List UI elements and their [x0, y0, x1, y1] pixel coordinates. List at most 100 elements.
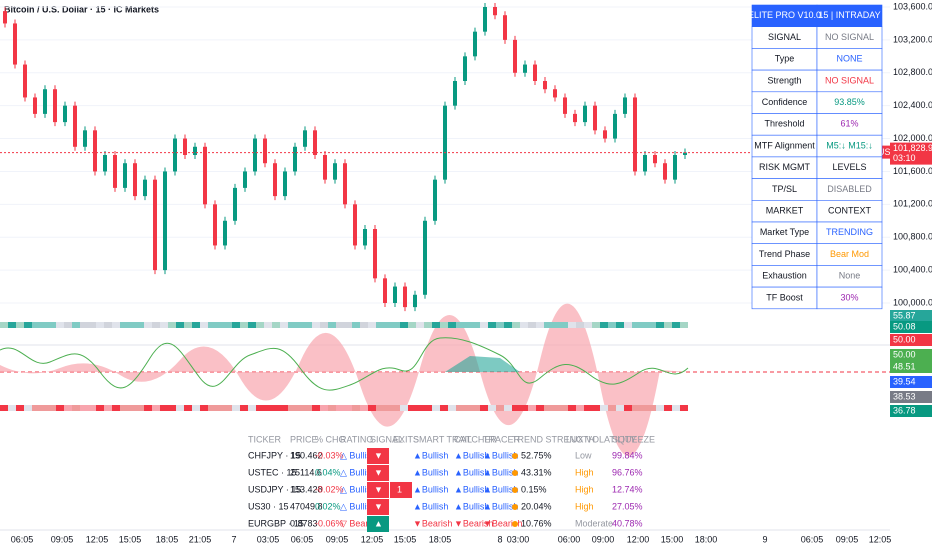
- screener-cell: 0.02%: [315, 501, 341, 511]
- strip-cell: [440, 405, 448, 411]
- table-label: Trend Phase: [759, 249, 810, 259]
- screener-cell: △ Bullish: [340, 450, 376, 460]
- time-label: 09:05: [51, 534, 74, 544]
- price-label: 102,800.00: [893, 67, 932, 77]
- strip-cell: [72, 322, 80, 328]
- strip-cell: [440, 322, 448, 328]
- strip-cell: [528, 322, 536, 328]
- candle: [183, 138, 187, 155]
- table-label: Strength: [767, 75, 801, 85]
- table-label: ELITE PRO V10.0: [748, 10, 821, 20]
- screener-cell: 52.75%: [521, 450, 552, 460]
- candle: [223, 220, 227, 246]
- candle: [573, 113, 577, 123]
- table-value: None: [839, 271, 861, 281]
- strip-cell: [552, 405, 560, 411]
- time-label: 06:00: [558, 534, 581, 544]
- strip-cell: [128, 322, 136, 328]
- strip-cell: [24, 405, 32, 411]
- screener-header: PRICE: [290, 434, 318, 444]
- strip-cell: [88, 322, 96, 328]
- time-label: 09:05: [326, 534, 349, 544]
- price-label: 103,600.00: [893, 1, 932, 11]
- strip-cell: [376, 322, 384, 328]
- strip-cell: [0, 322, 8, 328]
- strip-cell: [224, 322, 232, 328]
- candle: [333, 163, 337, 180]
- time-label: 12:05: [361, 534, 384, 544]
- strip-cell: [360, 405, 368, 411]
- candle: [593, 105, 597, 131]
- strip-cell: [608, 405, 616, 411]
- candle: [383, 278, 387, 303]
- screener-header: EXITS: [393, 434, 419, 444]
- strip-cell: [336, 322, 344, 328]
- strip-cell: [488, 405, 496, 411]
- screener-cell: ▲Bullish: [454, 467, 489, 477]
- screener-cell: USTEC · 15: [248, 467, 297, 477]
- screener-cell: 96.76%: [612, 467, 643, 477]
- screener-cell: 10.76%: [521, 518, 552, 528]
- table-label: TP/SL: [772, 184, 797, 194]
- table-value: CONTEXT: [828, 206, 872, 216]
- strip-cell: [40, 405, 48, 411]
- time-label: 06:05: [801, 534, 824, 544]
- osc-tag: [890, 405, 932, 417]
- strip-cell: [504, 322, 512, 328]
- osc-tag-text: 38.53: [893, 391, 916, 401]
- strip-cell: [144, 322, 152, 328]
- strip-cell: [616, 322, 624, 328]
- candle: [203, 146, 207, 205]
- strip-cell: [464, 405, 472, 411]
- strip-cell: [480, 322, 488, 328]
- time-label: 06:05: [291, 534, 314, 544]
- strip-cell: [40, 322, 48, 328]
- time-label: 09:00: [592, 534, 615, 544]
- candle: [483, 7, 487, 32]
- strip-cell: [416, 322, 424, 328]
- screener-header: CATCHER: [454, 434, 497, 444]
- candle: [673, 155, 677, 180]
- oscillator-line: [0, 337, 689, 391]
- osc-tag-text: 48.51: [893, 361, 916, 371]
- strip-cell: [176, 322, 184, 328]
- strip-cell: [224, 405, 232, 411]
- osc-tag: [890, 391, 932, 403]
- strip-cell: [328, 405, 336, 411]
- time-label: 06:05: [11, 534, 34, 544]
- strip-cell: [152, 322, 160, 328]
- strip-cell: [344, 322, 352, 328]
- candle: [413, 294, 417, 308]
- screener-cell: 190.462: [290, 450, 323, 460]
- strip-cell: [584, 322, 592, 328]
- table-value: Bear Mod: [830, 249, 869, 259]
- screener-cell: 153.428: [290, 484, 323, 494]
- strength-icon: [512, 521, 518, 527]
- time-label: 21:05: [189, 534, 212, 544]
- strip-cell: [344, 405, 352, 411]
- strip-cell: [672, 405, 680, 411]
- candle: [643, 155, 647, 172]
- strength-icon: [512, 453, 518, 459]
- strip-cell: [648, 322, 656, 328]
- screener-cell: 99.84%: [612, 450, 643, 460]
- symbol-title: Bitcoin / U.S. Dollar · 15 · IC Markets: [4, 4, 159, 14]
- strip-cell: [320, 405, 328, 411]
- time-label: 03:05: [257, 534, 280, 544]
- table-value: 61%: [840, 119, 858, 129]
- strip-cell: [368, 405, 376, 411]
- strip-cell: [664, 322, 672, 328]
- oscillator-panel: [0, 303, 890, 456]
- candle: [253, 138, 257, 172]
- strip-cell: [80, 405, 88, 411]
- screener-cell: Moderate: [575, 518, 613, 528]
- table-label: Market Type: [760, 227, 809, 237]
- price-label: 100,800.00: [893, 232, 932, 242]
- strip-cell: [528, 405, 536, 411]
- signal-cell: [367, 482, 389, 498]
- time-label: 12:00: [627, 534, 650, 544]
- candle: [283, 171, 287, 197]
- strip-cell: [208, 322, 216, 328]
- candle: [373, 229, 377, 279]
- candle: [23, 64, 27, 98]
